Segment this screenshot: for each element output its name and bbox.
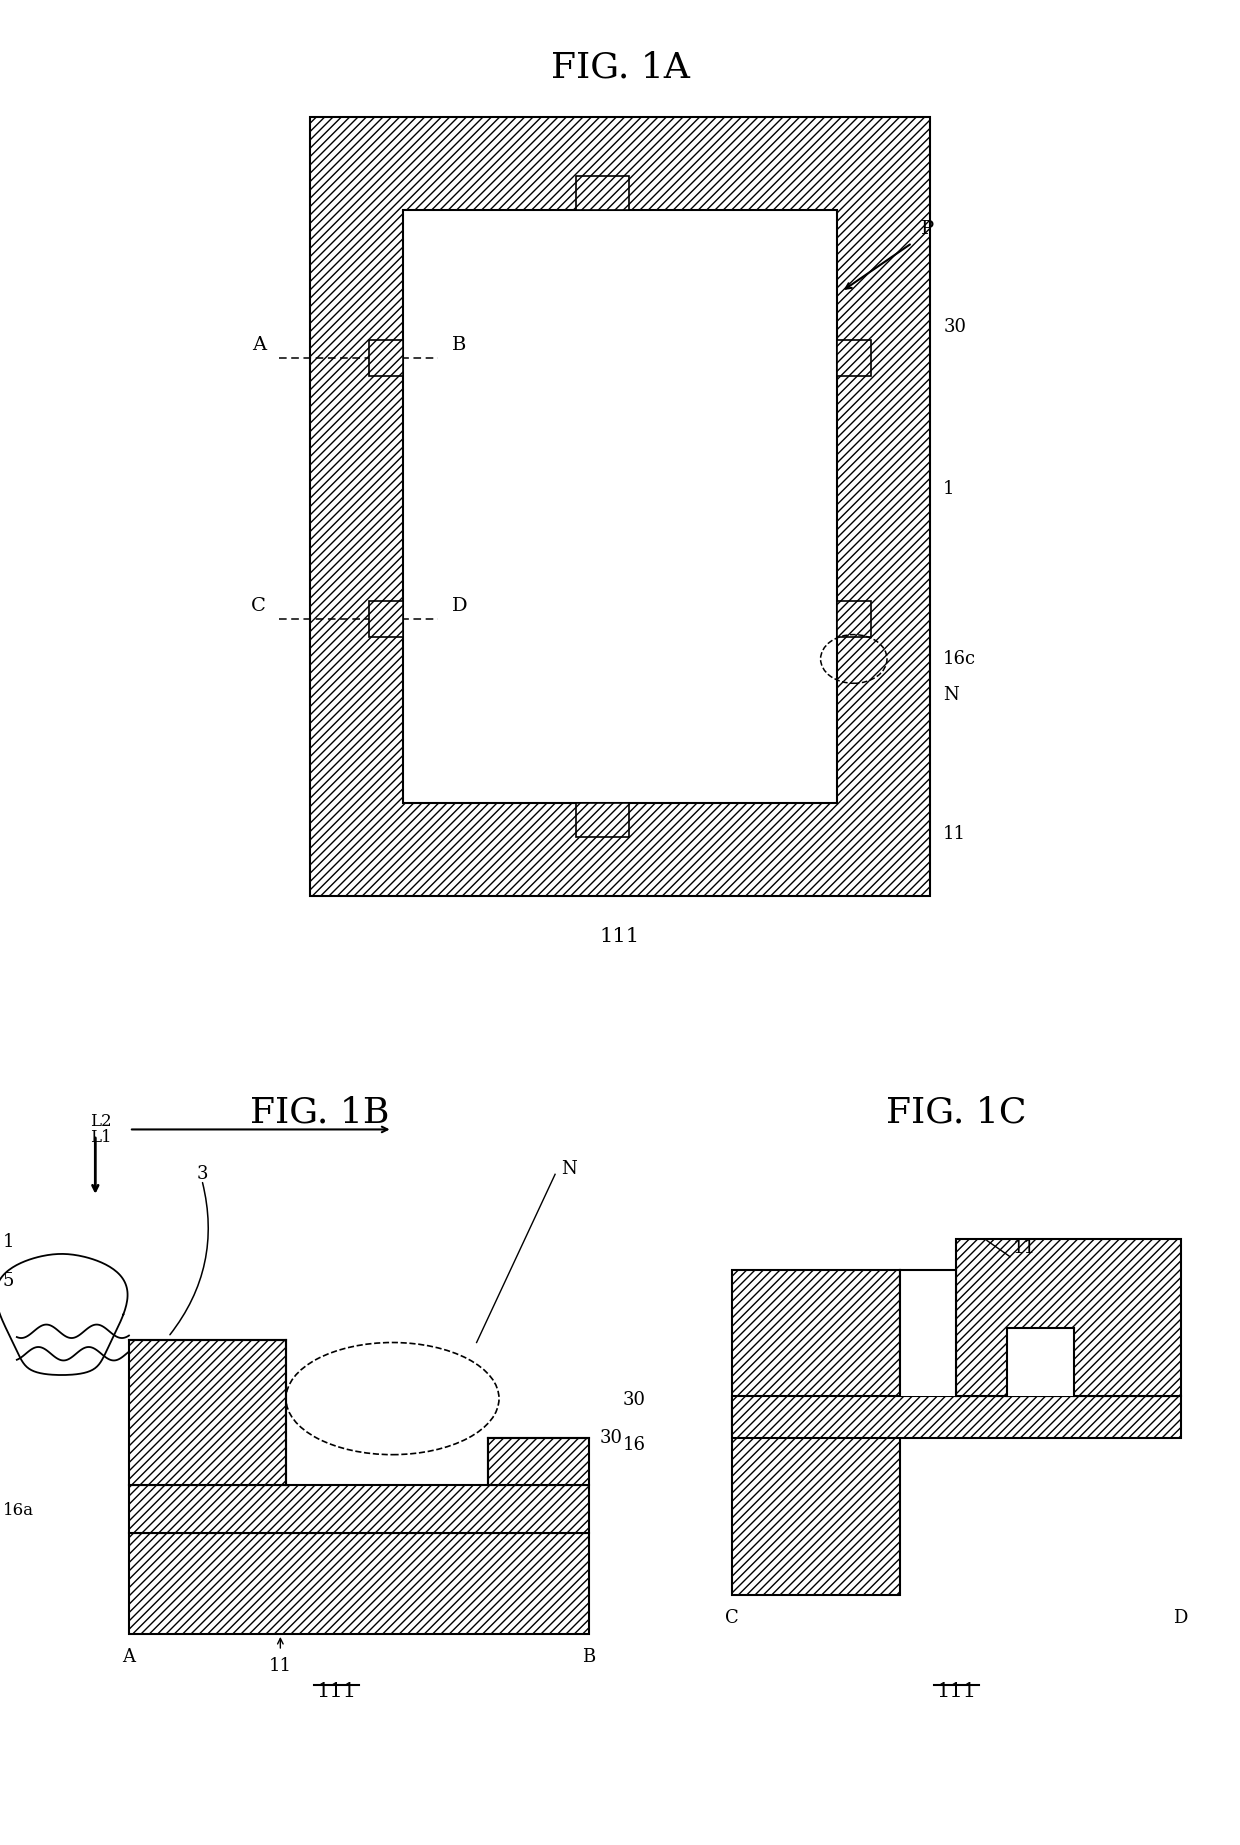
Bar <box>732 1269 900 1594</box>
Text: N: N <box>944 686 959 703</box>
Text: 16: 16 <box>622 1435 646 1454</box>
Bar <box>837 601 870 637</box>
Bar <box>370 339 403 376</box>
Text: P: P <box>921 220 935 238</box>
Text: B: B <box>451 336 466 354</box>
Bar <box>403 210 837 803</box>
Bar <box>129 1339 286 1485</box>
Text: A: A <box>252 336 265 354</box>
Bar <box>129 1533 589 1635</box>
Text: 3: 3 <box>196 1166 208 1183</box>
Text: L2: L2 <box>91 1113 112 1129</box>
Bar <box>575 803 629 836</box>
Bar <box>956 1238 1180 1397</box>
Text: 30: 30 <box>600 1428 622 1446</box>
Text: 16c: 16c <box>944 649 976 668</box>
Text: 11: 11 <box>1013 1238 1035 1256</box>
Text: FIG. 1B: FIG. 1B <box>249 1096 389 1129</box>
Text: 111: 111 <box>600 926 640 946</box>
Text: FIG. 1A: FIG. 1A <box>551 50 689 85</box>
Text: C: C <box>250 596 265 614</box>
Text: 111: 111 <box>316 1683 356 1701</box>
Text: 1: 1 <box>2 1232 15 1251</box>
Text: FIG. 1C: FIG. 1C <box>887 1096 1027 1129</box>
Text: 16a: 16a <box>2 1502 33 1518</box>
Text: 11: 11 <box>269 1657 291 1675</box>
Bar <box>900 1269 956 1397</box>
Text: 1: 1 <box>944 480 955 498</box>
Text: 30: 30 <box>944 317 966 336</box>
Bar <box>370 601 403 637</box>
Bar <box>732 1397 1180 1437</box>
Text: L1: L1 <box>91 1129 112 1146</box>
Text: A: A <box>123 1648 135 1666</box>
Bar <box>837 339 870 376</box>
Bar <box>310 116 930 897</box>
Text: B: B <box>582 1648 595 1666</box>
Text: 30: 30 <box>622 1391 646 1410</box>
Bar <box>575 175 629 210</box>
Text: 5: 5 <box>2 1271 14 1290</box>
Text: 111: 111 <box>936 1683 976 1701</box>
Bar <box>129 1485 589 1533</box>
Text: N: N <box>560 1161 577 1179</box>
Bar <box>487 1437 589 1485</box>
Text: D: D <box>1173 1609 1188 1627</box>
Text: C: C <box>725 1609 739 1627</box>
Bar <box>1007 1328 1074 1397</box>
Text: D: D <box>451 596 467 614</box>
Text: 11: 11 <box>944 825 966 843</box>
